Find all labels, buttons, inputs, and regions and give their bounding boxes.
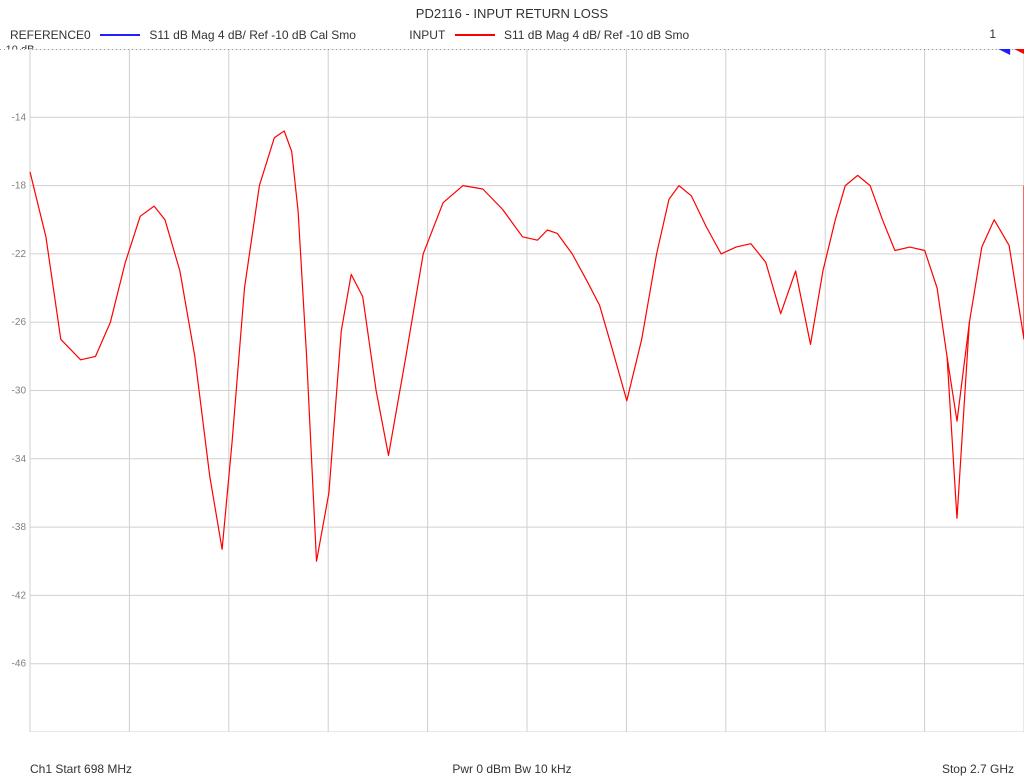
footer-power-bw: Pwr 0 dBm Bw 10 kHz [0,762,1024,776]
svg-text:-30: -30 [12,386,27,397]
svg-text:-34: -34 [12,454,27,465]
svg-text:-18: -18 [12,181,27,192]
svg-text:-22: -22 [12,249,27,260]
legend-trace2-swatch [455,34,495,36]
svg-text:-46: -46 [12,659,27,670]
svg-text:-38: -38 [12,522,27,533]
svg-text:-42: -42 [12,590,27,601]
legend-trace2-desc: S11 dB Mag 4 dB/ Ref -10 dB Smo [504,28,689,42]
legend-trace2-name: INPUT [409,28,445,42]
legend-trace1-name: REFERENCE0 [10,28,91,42]
marker-number: 1 [989,27,996,41]
chart-title: PD2116 - INPUT RETURN LOSS [0,6,1024,21]
chart-plot: -14 -18 -22 -26 -30 -34 -38 -42 -46 [0,49,1024,732]
legend-trace1-swatch [100,34,140,36]
legend-trace1-desc: S11 dB Mag 4 dB/ Ref -10 dB Cal Smo [149,28,356,42]
footer-stop: Stop 2.7 GHz [942,762,1014,776]
svg-text:-26: -26 [12,317,27,328]
svg-text:-14: -14 [12,112,27,123]
legend: REFERENCE0 S11 dB Mag 4 dB/ Ref -10 dB C… [0,27,1024,47]
